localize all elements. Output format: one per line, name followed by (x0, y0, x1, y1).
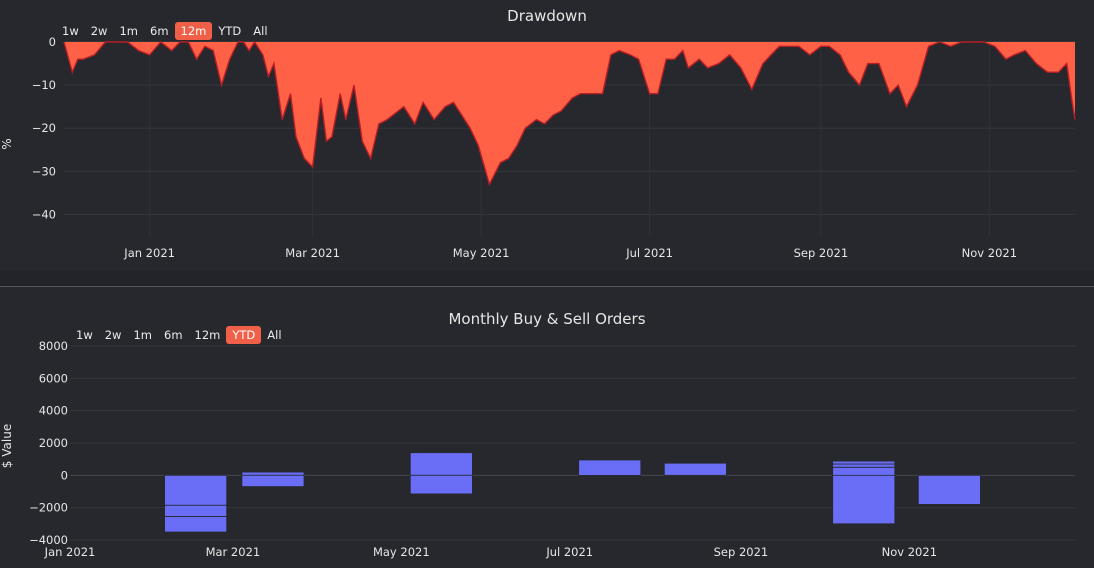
orders-range-1w[interactable]: 1w (76, 328, 93, 342)
orders-y-tick: 0 (61, 468, 68, 482)
orders-y-tick: −2000 (29, 501, 68, 515)
orders-range-ytd[interactable]: YTD (226, 326, 262, 344)
orders-bar (409, 452, 473, 476)
drawdown-x-tick: Jul 2021 (625, 246, 673, 260)
orders-bar (164, 516, 228, 533)
orders-bar (164, 504, 228, 517)
orders-x-tick: Mar 2021 (206, 545, 261, 559)
drawdown-x-tick: Jan 2021 (123, 246, 175, 260)
drawdown-area (64, 42, 1075, 185)
drawdown-y-tick: −10 (32, 78, 56, 92)
drawdown-y-tick: −40 (32, 207, 56, 221)
orders-chart: Monthly Buy & Sell Orders $ Value 8000 60… (0, 310, 1075, 559)
orders-x-tick: Jul 2021 (545, 545, 593, 559)
orders-bar (663, 462, 727, 476)
orders-title: Monthly Buy & Sell Orders (448, 310, 645, 328)
drawdown-x-tick: Mar 2021 (285, 246, 340, 260)
drawdown-range-selector: 1w 2w 1m 6m 12m YTD All (56, 22, 274, 40)
drawdown-y-tick: −20 (32, 121, 56, 135)
orders-y-tick: −4000 (29, 533, 68, 547)
orders-y-tick: 4000 (39, 404, 68, 418)
orders-bar (241, 471, 305, 476)
drawdown-range-6m[interactable]: 6m (150, 24, 169, 38)
orders-y-tick: 6000 (39, 371, 68, 385)
drawdown-range-12m[interactable]: 12m (174, 22, 213, 40)
orders-bar (409, 474, 473, 495)
orders-y-tick: 2000 (39, 436, 68, 450)
orders-range-2w[interactable]: 2w (104, 328, 122, 342)
orders-range-all[interactable]: All (267, 328, 282, 342)
orders-range-1m[interactable]: 1m (133, 328, 152, 342)
orders-bar (832, 474, 896, 525)
drawdown-x-tick: Nov 2021 (962, 246, 1017, 260)
drawdown-x-tick: May 2021 (453, 246, 510, 260)
orders-range-6m[interactable]: 6m (164, 328, 183, 342)
orders-bar (578, 459, 642, 476)
drawdown-x-tick: Sep 2021 (794, 246, 849, 260)
orders-x-tick: Sep 2021 (714, 545, 769, 559)
orders-range-selector: 1w 2w 1m 6m 12m YTD All (70, 326, 288, 344)
drawdown-range-1m[interactable]: 1m (119, 24, 138, 38)
drawdown-title: Drawdown (507, 7, 587, 25)
orders-bar (832, 466, 896, 476)
panel-divider (0, 286, 1094, 287)
orders-y-label: $ Value (0, 424, 14, 468)
drawdown-range-ytd[interactable]: YTD (218, 24, 242, 38)
orders-bar (832, 460, 896, 465)
orders-x-tick: Nov 2021 (882, 545, 937, 559)
orders-bar (241, 474, 305, 488)
drawdown-range-2w[interactable]: 2w (90, 24, 108, 38)
orders-y-tick: 8000 (39, 339, 68, 353)
orders-bar (917, 474, 981, 505)
orders-range-12m[interactable]: 12m (194, 328, 221, 342)
drawdown-y-label: % (0, 138, 14, 149)
orders-bar (164, 474, 228, 506)
orders-bar (832, 463, 896, 468)
orders-x-tick: May 2021 (373, 545, 430, 559)
orders-x-tick: Jan 2021 (44, 545, 96, 559)
drawdown-y-tick: 0 (49, 35, 56, 49)
drawdown-line (63, 40, 1076, 187)
drawdown-y-tick: −30 (32, 164, 56, 178)
drawdown-range-1w[interactable]: 1w (62, 24, 79, 38)
drawdown-chart: Drawdown % 0 −10 −20 −30 −40 Jan 2021 Mar 202… (0, 7, 1076, 260)
drawdown-range-all[interactable]: All (253, 24, 268, 38)
